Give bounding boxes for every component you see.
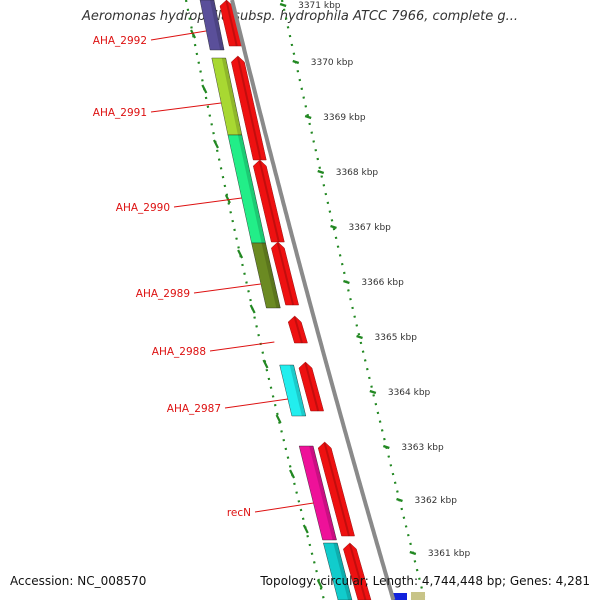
inner-ring-tick bbox=[289, 469, 296, 479]
kbp-tick-mark bbox=[356, 334, 363, 340]
arrow-shade bbox=[258, 160, 280, 243]
kbp-tick-label: 3365 kbp bbox=[375, 333, 418, 343]
inner-ring-tick bbox=[262, 359, 269, 369]
gene-leader-line bbox=[150, 30, 207, 41]
arrow-shade bbox=[293, 316, 303, 344]
arrow-shade bbox=[276, 242, 295, 306]
kbp-tick-mark bbox=[396, 497, 403, 503]
inner-ring-tick bbox=[275, 414, 282, 424]
forward-strand-lane bbox=[219, 0, 425, 600]
forward-strand-arrow bbox=[298, 361, 324, 412]
gene-label-aha_2990: AHA_2990 bbox=[116, 202, 170, 214]
gene-segment bbox=[323, 542, 353, 600]
inner-ring-tick bbox=[302, 524, 309, 534]
gene-segment-shade bbox=[289, 365, 306, 416]
kbp-tick-mark bbox=[369, 389, 377, 395]
forward-strand-arrow bbox=[287, 315, 308, 344]
inner-ring-tick bbox=[316, 579, 323, 589]
arrow-shade bbox=[304, 362, 320, 412]
kbp-tick-label: 3366 kbp bbox=[361, 278, 404, 288]
forward-strand-arrow bbox=[271, 241, 299, 306]
gene-label-aha_2992: AHA_2992 bbox=[93, 35, 147, 47]
inner-ring-tick bbox=[224, 194, 231, 204]
inner-ring-tick bbox=[190, 29, 197, 39]
gene-leader-line bbox=[150, 102, 222, 113]
kbp-tick-label: 3369 kbp bbox=[323, 113, 366, 123]
accession-label: Accession: NC_008570 bbox=[10, 574, 147, 588]
arrow-shade bbox=[236, 56, 262, 161]
gene-label-aha_2989: AHA_2989 bbox=[136, 288, 190, 300]
outer-dotted-ring bbox=[280, 0, 426, 600]
inner-ring-tick bbox=[237, 249, 244, 259]
gene-leader-line bbox=[254, 502, 314, 513]
partial-gene-block bbox=[393, 593, 407, 600]
partial-gene-block bbox=[411, 592, 425, 600]
gene-segment bbox=[298, 445, 337, 541]
inner-ring-tick bbox=[201, 84, 208, 94]
gene-segment-shade bbox=[237, 135, 266, 243]
kbp-tick-label: 3362 kbp bbox=[415, 496, 458, 506]
gene-segment-shade bbox=[221, 58, 242, 135]
kbp-tick-label: 3367 kbp bbox=[348, 223, 391, 233]
kbp-tick-mark bbox=[279, 2, 287, 8]
label-layer: AHA_2992 AHA_2991 AHA_2990 AHA_2989 AHA_2988… bbox=[93, 30, 314, 519]
topology-info: Topology: circular; Length: 4,744,448 bp… bbox=[260, 574, 590, 588]
inner-ring-tick bbox=[212, 139, 219, 149]
gene-segment bbox=[251, 242, 281, 309]
kbp-tick-mark bbox=[382, 444, 390, 450]
arrow-shade bbox=[323, 442, 351, 537]
gene-leader-line bbox=[224, 398, 288, 409]
gene-label-aha_2988: AHA_2988 bbox=[152, 346, 206, 358]
kbp-tick-label: 3363 kbp bbox=[401, 443, 444, 453]
gene-segment-shade bbox=[309, 446, 337, 540]
forward-strand-arrow bbox=[253, 159, 285, 243]
map-title: Aeromonas hydrophila subsp. hydrophila A… bbox=[81, 9, 519, 24]
kbp-tick-mark bbox=[343, 279, 350, 285]
kbp-tick-label: 3371 kbp bbox=[298, 1, 341, 11]
gene-segment-shade bbox=[210, 0, 225, 50]
tick-layer: 3371 kbp 3370 kbp 3369 kbp 3368 kbp 3367 kbp… bbox=[184, 0, 471, 600]
gene-leader-line bbox=[193, 283, 261, 294]
gene-segment-shade bbox=[333, 543, 352, 600]
forward-strand-arrow bbox=[317, 441, 355, 537]
kbp-tick-mark bbox=[292, 59, 300, 65]
kbp-tick-mark bbox=[317, 169, 325, 175]
forward-strand-arrow bbox=[231, 55, 267, 161]
backbone-line bbox=[230, 0, 396, 600]
gene-label-recn: recN bbox=[227, 507, 251, 519]
kbp-tick-mark bbox=[409, 550, 417, 556]
gene-leader-line bbox=[173, 197, 242, 208]
arrow-shade bbox=[225, 0, 238, 47]
gene-segment bbox=[199, 0, 225, 51]
gene-segment-shade bbox=[261, 243, 281, 308]
gene-leader-line bbox=[209, 341, 275, 352]
arrow-shade bbox=[348, 543, 367, 600]
inner-dotted-ring bbox=[184, 0, 326, 600]
gene-label-aha_2987: AHA_2987 bbox=[167, 403, 221, 415]
backbone-layer bbox=[230, 0, 396, 600]
kbp-tick-label: 3364 kbp bbox=[388, 388, 431, 398]
kbp-tick-label: 3361 kbp bbox=[428, 549, 471, 559]
gene-color-lane bbox=[199, 0, 353, 600]
kbp-tick-label: 3370 kbp bbox=[311, 58, 354, 68]
kbp-tick-label: 3368 kbp bbox=[336, 168, 379, 178]
inner-ring-tick bbox=[249, 304, 256, 314]
forward-strand-arrow bbox=[343, 542, 372, 600]
gene-label-aha_2991: AHA_2991 bbox=[93, 107, 147, 119]
kbp-tick-mark bbox=[330, 224, 337, 230]
kbp-tick-mark bbox=[304, 114, 312, 120]
